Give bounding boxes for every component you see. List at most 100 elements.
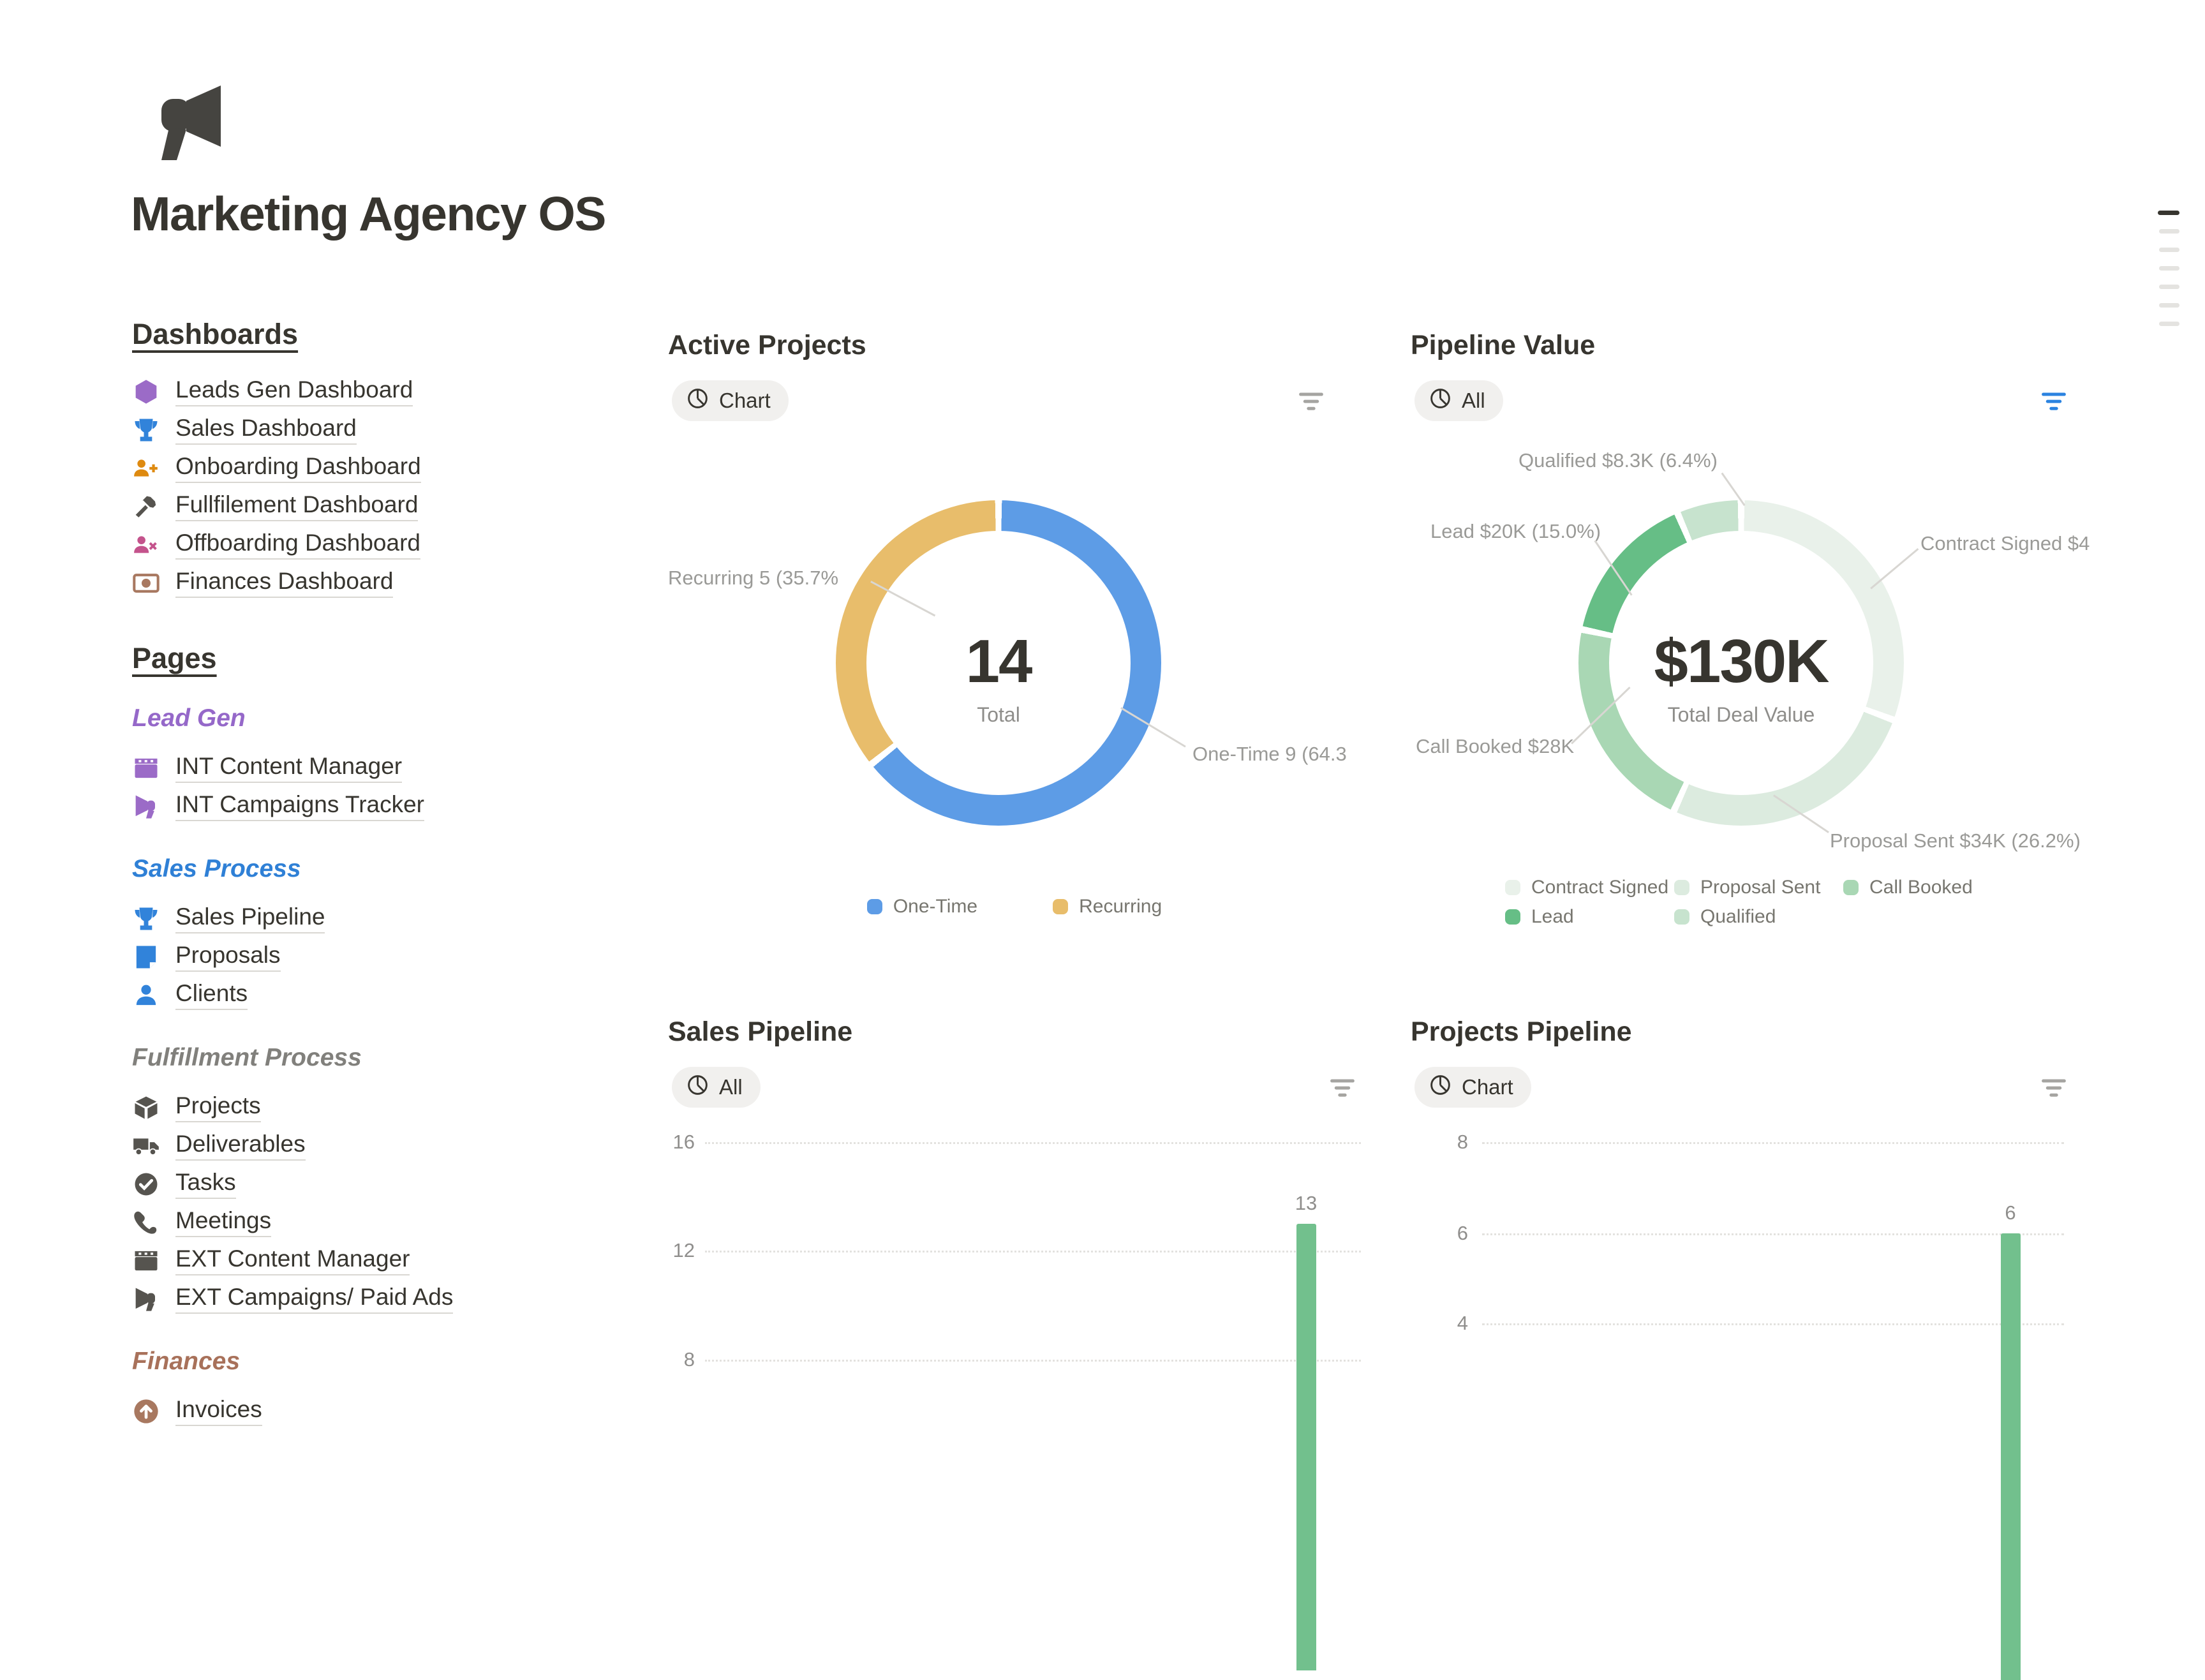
- sidebar: Dashboards Leads Gen Dashboard Sales Das…: [132, 318, 668, 1431]
- view-chip[interactable]: Chart: [672, 380, 789, 421]
- sidebar-item-label: Deliverables: [175, 1131, 306, 1161]
- donut-center-value: $130K: [1654, 627, 1830, 695]
- bar-value-label: 13: [1295, 1191, 1318, 1214]
- legend-swatch: [1505, 909, 1520, 925]
- outline-mark[interactable]: [2159, 303, 2179, 308]
- sidebar-item-label: Onboarding Dashboard: [175, 453, 421, 484]
- chart-legend: Contract Signed Lead Proposal Sent Quali…: [1505, 873, 2012, 932]
- trophy-icon: [132, 416, 160, 444]
- box-icon: [132, 1094, 160, 1122]
- chart-callout: Proposal Sent $34K (26.2%): [1830, 829, 2081, 852]
- bar: [1296, 1223, 1316, 1670]
- gridline: [1482, 1323, 2064, 1325]
- sidebar-item-label: Proposals: [175, 942, 281, 972]
- filter-icon[interactable]: [1296, 389, 1326, 415]
- outline-mark[interactable]: [2159, 322, 2179, 326]
- sidebar-item-sales-dashboard[interactable]: Sales Dashboard: [132, 411, 668, 449]
- sidebar-item-ext-content-manager[interactable]: EXT Content Manager: [132, 1242, 668, 1280]
- view-chip[interactable]: All: [672, 1067, 761, 1108]
- page-megaphone-icon[interactable]: [137, 82, 228, 167]
- donut-center-value: 14: [965, 627, 1033, 695]
- sidebar-item-invoices[interactable]: Invoices: [132, 1392, 668, 1431]
- filter-icon[interactable]: [1328, 1076, 1357, 1101]
- chart-callout: Contract Signed $4: [1920, 532, 2090, 554]
- sidebar-item-label: EXT Campaigns/ Paid Ads: [175, 1284, 454, 1314]
- sidebar-item-clients[interactable]: Clients: [132, 976, 668, 1015]
- megaphone-icon: [132, 792, 160, 821]
- legend-item[interactable]: Lead: [1505, 902, 1674, 932]
- donut-center-label: Total Deal Value: [1667, 703, 1815, 726]
- bar: [2001, 1233, 2021, 1680]
- legend-label: Qualified: [1700, 906, 1776, 927]
- person-plus-icon: [132, 454, 160, 482]
- legend-item[interactable]: Recurring: [1053, 896, 1162, 918]
- sidebar-item-proposals[interactable]: Proposals: [132, 938, 668, 976]
- sidebar-item-ext-campaigns-paid-ads[interactable]: EXT Campaigns/ Paid Ads: [132, 1280, 668, 1318]
- sidebar-item-label: Tasks: [175, 1169, 236, 1200]
- pie-chart-icon: [1429, 1073, 1452, 1102]
- legend-label: Proposal Sent: [1700, 877, 1821, 898]
- sidebar-item-label: Sales Pipeline: [175, 903, 325, 934]
- sidebar-item-label: EXT Content Manager: [175, 1245, 410, 1276]
- donut-chart: $130K Total Deal Value: [1578, 500, 1904, 826]
- legend-item[interactable]: Contract Signed: [1505, 873, 1674, 902]
- filter-icon[interactable]: [2039, 389, 2068, 415]
- person-x-icon: [132, 531, 160, 559]
- view-chip-label: All: [1462, 389, 1485, 412]
- view-chip-label: All: [719, 1075, 743, 1099]
- sidebar-heading-pages: Pages: [132, 642, 217, 674]
- legend-item[interactable]: One-Time: [866, 896, 978, 918]
- legend-label: Lead: [1531, 906, 1574, 927]
- sidebar-item-label: INT Content Manager: [175, 753, 403, 784]
- group-label-sales-process: Sales Process: [132, 855, 301, 882]
- sidebar-item-onboarding-dashboard[interactable]: Onboarding Dashboard: [132, 449, 668, 487]
- gridline: [705, 1142, 1361, 1144]
- group-label-finances: Finances: [132, 1348, 241, 1375]
- pie-chart-icon: [686, 387, 709, 415]
- view-chip-label: Chart: [719, 389, 771, 412]
- sidebar-item-finances-dashboard[interactable]: Finances Dashboard: [132, 564, 668, 602]
- chart-callout: Call Booked $28K: [1416, 735, 1575, 757]
- y-axis-tick: 8: [683, 1348, 695, 1371]
- clapperboard-icon: [132, 754, 160, 782]
- chart-callout: Qualified $8.3K (6.4%): [1518, 449, 1718, 472]
- sidebar-item-leads-gen-dashboard[interactable]: Leads Gen Dashboard: [132, 373, 668, 411]
- donut-hole: [866, 531, 1131, 795]
- truck-icon: [132, 1132, 160, 1160]
- sidebar-item-deliverables[interactable]: Deliverables: [132, 1127, 668, 1165]
- legend-label: One-Time: [893, 896, 978, 917]
- outline-mark[interactable]: [2159, 285, 2179, 289]
- legend-swatch: [1505, 880, 1520, 895]
- sidebar-item-int-campaigns-tracker[interactable]: INT Campaigns Tracker: [132, 787, 668, 826]
- page-title: Marketing Agency OS: [131, 187, 606, 241]
- arrow-up-circle-icon: [132, 1397, 160, 1425]
- gridline: [705, 1360, 1361, 1362]
- outline-mark[interactable]: [2159, 229, 2179, 234]
- outline-mark[interactable]: [2159, 248, 2179, 252]
- sidebar-item-sales-pipeline[interactable]: Sales Pipeline: [132, 900, 668, 938]
- sidebar-item-label: Invoices: [175, 1396, 262, 1427]
- sidebar-item-tasks[interactable]: Tasks: [132, 1165, 668, 1203]
- sidebar-item-offboarding-dashboard[interactable]: Offboarding Dashboard: [132, 526, 668, 564]
- outline-mark[interactable]: [2158, 211, 2179, 215]
- clapperboard-icon: [132, 1247, 160, 1275]
- y-axis-tick: 8: [1457, 1131, 1468, 1153]
- legend-item[interactable]: Qualified: [1674, 902, 1843, 932]
- widget-sales-pipeline: Sales Pipeline All 16 12 8 13: [668, 1016, 1361, 1670]
- gridline: [705, 1251, 1361, 1253]
- widget-title: Active Projects: [668, 330, 866, 361]
- sidebar-item-int-content-manager[interactable]: INT Content Manager: [132, 749, 668, 787]
- sidebar-item-projects[interactable]: Projects: [132, 1089, 668, 1127]
- phone-icon: [132, 1208, 160, 1237]
- view-chip[interactable]: All: [1414, 380, 1503, 421]
- sidebar-item-meetings[interactable]: Meetings: [132, 1203, 668, 1242]
- y-axis-tick: 6: [1457, 1222, 1468, 1244]
- legend-item[interactable]: Call Booked: [1843, 873, 2012, 902]
- outline-mark[interactable]: [2159, 266, 2179, 271]
- sidebar-item-fullfilement-dashboard[interactable]: Fullfilement Dashboard: [132, 487, 668, 526]
- view-chip[interactable]: Chart: [1414, 1067, 1531, 1108]
- legend-item[interactable]: Proposal Sent: [1674, 873, 1843, 902]
- sidebar-item-label: Offboarding Dashboard: [175, 530, 420, 560]
- filter-icon[interactable]: [2039, 1076, 2068, 1101]
- pie-chart-icon: [686, 1073, 709, 1102]
